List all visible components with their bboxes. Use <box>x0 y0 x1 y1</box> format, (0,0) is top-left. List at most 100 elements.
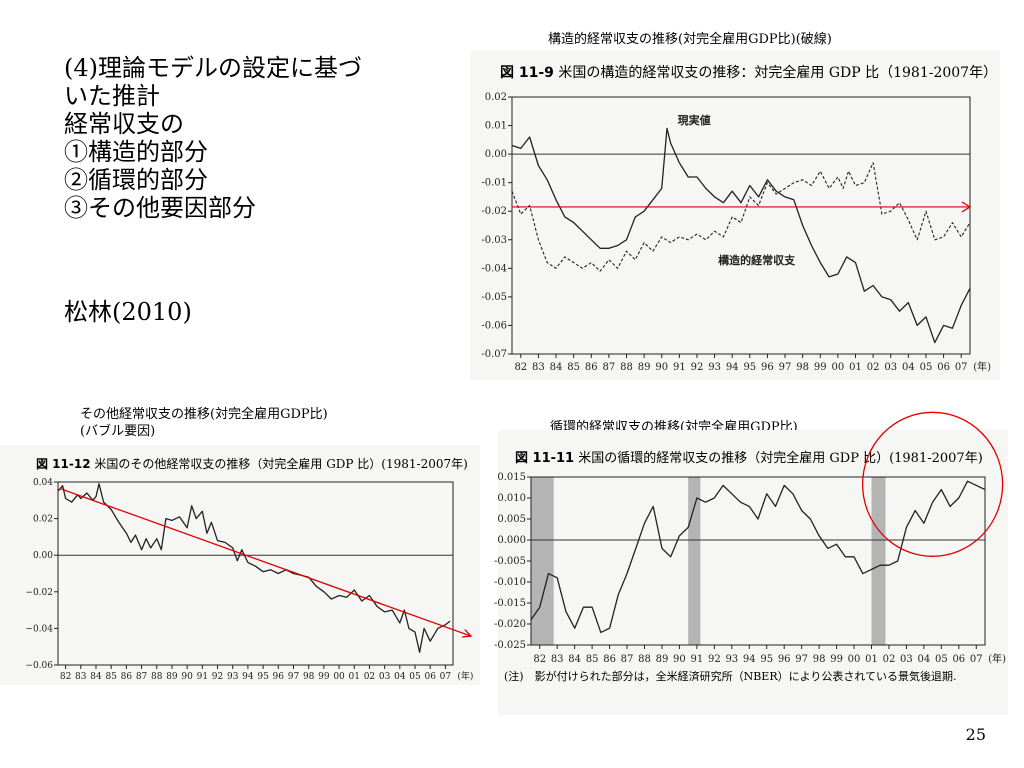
trend-arrow-line <box>59 487 472 637</box>
x-tick-label: 92 <box>708 654 721 665</box>
recession-band <box>688 477 701 645</box>
x-tick-label: 00 <box>333 672 345 682</box>
x-tick-label: 99 <box>318 672 330 682</box>
x-tick-label: 05 <box>409 672 421 682</box>
caption-other: その他経常収支の推移(対完全雇用GDP比) (バブル要因) <box>80 406 328 440</box>
caption-other-line1: その他経常収支の推移(対完全雇用GDP比) <box>80 407 328 422</box>
x-tick-label: 07 <box>970 654 983 665</box>
heading-line: (4)理論モデルの設定に基づ <box>64 54 362 82</box>
figure-number: 図 11-9 <box>500 65 554 81</box>
x-tick-label: 03 <box>900 654 913 665</box>
figure-title-text: 米国の構造的経常収支の推移：対完全雇用 GDP 比（1981-2007年） <box>558 65 998 81</box>
x-tick-label: 90 <box>655 362 668 373</box>
y-tick-label: -0.03 <box>481 235 507 246</box>
x-tick-label: 99 <box>830 654 843 665</box>
x-tick-label: 06 <box>937 362 950 373</box>
x-tick-label: 87 <box>136 672 148 682</box>
x-tick-label: 93 <box>725 654 738 665</box>
x-tick-label: 91 <box>197 672 208 682</box>
x-tick-label: 83 <box>75 672 87 682</box>
x-tick-label: 98 <box>796 362 809 373</box>
x-axis-unit: (年) <box>457 670 473 682</box>
figure-title-structural: 図 11-9 米国の構造的経常収支の推移：対完全雇用 GDP 比（1981-20… <box>500 62 997 82</box>
x-tick-label: 98 <box>813 654 826 665</box>
annotation-actual: 現実値 <box>678 113 711 127</box>
y-tick-label: -0.07 <box>481 349 507 360</box>
y-tick-label: -0.06 <box>481 320 507 331</box>
x-tick-label: 02 <box>883 654 896 665</box>
x-tick-label: 84 <box>568 654 581 665</box>
x-tick-label: 93 <box>227 672 239 682</box>
figure-number: 図 11-11 <box>515 451 575 466</box>
dashed-series-line <box>511 162 971 272</box>
x-tick-label: 91 <box>691 654 704 665</box>
figure-title-text: 米国の循環的経常収支の推移（対完全雇用 GDP 比）(1981-2007年) <box>578 451 983 466</box>
recession-band <box>871 477 886 645</box>
x-tick-label: 04 <box>902 362 915 373</box>
heading-line: 経常収支の <box>64 110 184 138</box>
x-tick-label: 90 <box>673 654 686 665</box>
caption-other-line2: (バブル要因) <box>80 424 156 439</box>
y-tick-label: 0.00 <box>33 551 53 561</box>
x-tick-label: 98 <box>303 672 315 682</box>
x-tick-label: 86 <box>121 672 133 682</box>
x-tick-label: 97 <box>795 654 808 665</box>
figure-title-cyclical: 図 11-11 米国の循環的経常収支の推移（対完全雇用 GDP 比）(1981-… <box>515 447 983 466</box>
x-tick-label: 88 <box>151 672 163 682</box>
x-tick-label: 06 <box>952 654 965 665</box>
y-tick-label: 0.015 <box>497 472 526 483</box>
x-tick-label: 03 <box>379 672 391 682</box>
recession-band <box>531 477 554 645</box>
x-tick-label: 02 <box>867 362 880 373</box>
x-tick-label: 85 <box>586 654 599 665</box>
x-tick-label: 94 <box>726 362 739 373</box>
x-tick-label: 82 <box>533 654 546 665</box>
trend-arrow-head <box>462 629 473 638</box>
x-tick-label: 92 <box>212 672 223 682</box>
caption-structural: 構造的経常収支の推移(対完全雇用GDP比)(破線) <box>548 32 832 47</box>
y-tick-label: -0.01 <box>481 178 507 189</box>
heading-line: ②循環的部分 <box>64 166 208 194</box>
figure-structural-scan <box>470 50 1000 380</box>
x-tick-label: 93 <box>708 362 721 373</box>
x-tick-label: 03 <box>884 362 897 373</box>
y-tick-label: 0.02 <box>485 92 507 103</box>
x-tick-label: 04 <box>394 672 406 682</box>
y-tick-label: -0.04 <box>481 263 507 274</box>
x-tick-label: 83 <box>532 362 545 373</box>
x-tick-label: 91 <box>673 362 686 373</box>
solid-series-line <box>511 127 971 344</box>
figure-note: (注) 影が付けられた部分は，全米経済研究所（NBER）により公表されている景気… <box>504 670 957 683</box>
x-tick-label: 99 <box>814 362 827 373</box>
slide-heading: (4)理論モデルの設定に基づ いた推計 経常収支の ①構造的部分 ②循環的部分 … <box>64 54 444 222</box>
x-tick-label: 05 <box>920 362 933 373</box>
figure-title-other: 図 11-12 米国のその他経常収支の推移（対完全雇用 GDP 比）(1981-… <box>36 455 468 472</box>
x-tick-label: 84 <box>550 362 563 373</box>
y-tick-label: 0.02 <box>33 515 53 525</box>
y-tick-label: 0.005 <box>497 514 526 525</box>
x-tick-label: 02 <box>364 672 375 682</box>
x-tick-label: 89 <box>638 362 651 373</box>
x-tick-label: 95 <box>257 672 269 682</box>
x-tick-label: 94 <box>242 672 254 682</box>
x-tick-label: 01 <box>349 672 360 682</box>
y-tick-label: -0.025 <box>494 640 526 651</box>
x-tick-label: 82 <box>60 672 71 682</box>
x-tick-label: 04 <box>918 654 931 665</box>
highlight-circle <box>861 411 1004 557</box>
x-axis-unit: (年) <box>988 652 1006 665</box>
y-tick-label: 0.04 <box>33 478 53 488</box>
x-tick-label: 05 <box>935 654 948 665</box>
y-tick-label: 0.01 <box>485 121 507 132</box>
y-tick-label: 0.010 <box>497 493 526 504</box>
y-tick-label: 0.000 <box>497 535 526 546</box>
x-tick-label: 07 <box>955 362 968 373</box>
plot-frame <box>57 481 454 666</box>
x-tick-label: 94 <box>743 654 756 665</box>
x-tick-label: 95 <box>760 654 773 665</box>
x-tick-label: 06 <box>424 672 436 682</box>
y-tick-label: −0.04 <box>25 624 53 634</box>
x-tick-label: 89 <box>656 654 669 665</box>
